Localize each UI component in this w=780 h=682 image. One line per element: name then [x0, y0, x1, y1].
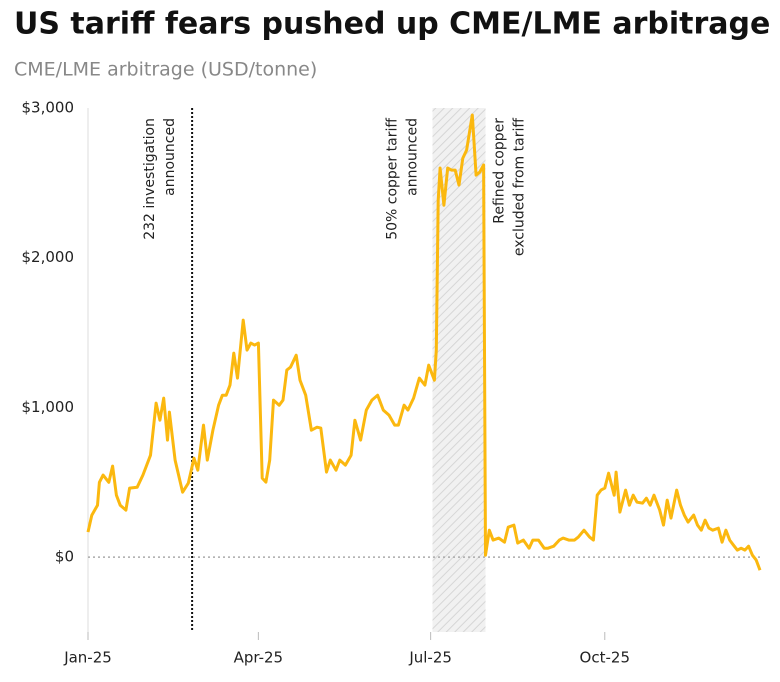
annotation-text: Refined copper: [492, 118, 508, 224]
annotation-text: announced: [162, 118, 178, 196]
chart-subtitle: CME/LME arbitrage (USD/tonne): [14, 59, 317, 81]
x-tick-label: Apr-25: [234, 649, 284, 667]
y-tick-label: $3,000: [22, 99, 75, 117]
x-tick-label: Oct-25: [580, 649, 630, 667]
x-tick-label: Jul-25: [408, 649, 452, 667]
annotation-text: excluded from tariff: [512, 118, 528, 256]
annotation-text: 50% copper tariff: [385, 118, 401, 240]
shaded-span: [432, 108, 486, 632]
annotation-text: 232 investigation: [142, 118, 158, 240]
y-tick-label: $0: [55, 548, 74, 566]
y-tick-label: $2,000: [22, 248, 75, 266]
chart-title: US tariff fears pushed up CME/LME arbitr…: [14, 7, 770, 42]
y-tick-label: $1,000: [22, 398, 75, 416]
x-tick-label: Jan-25: [63, 649, 112, 667]
annotation-text: announced: [405, 118, 421, 196]
data-line: [86, 113, 762, 571]
